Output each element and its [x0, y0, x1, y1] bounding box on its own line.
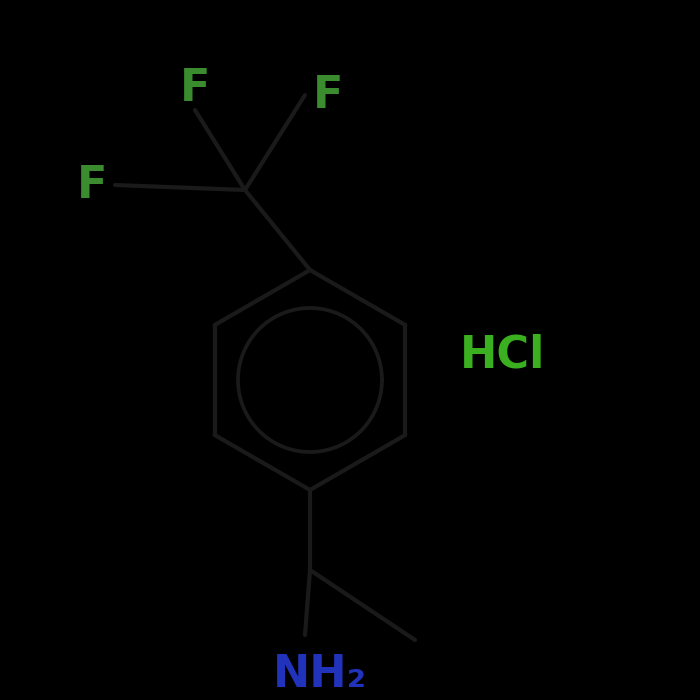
- Text: NH₂: NH₂: [273, 653, 367, 696]
- Text: F: F: [76, 164, 107, 206]
- Text: F: F: [313, 74, 344, 116]
- Text: HCl: HCl: [460, 333, 545, 377]
- Text: F: F: [180, 67, 210, 110]
